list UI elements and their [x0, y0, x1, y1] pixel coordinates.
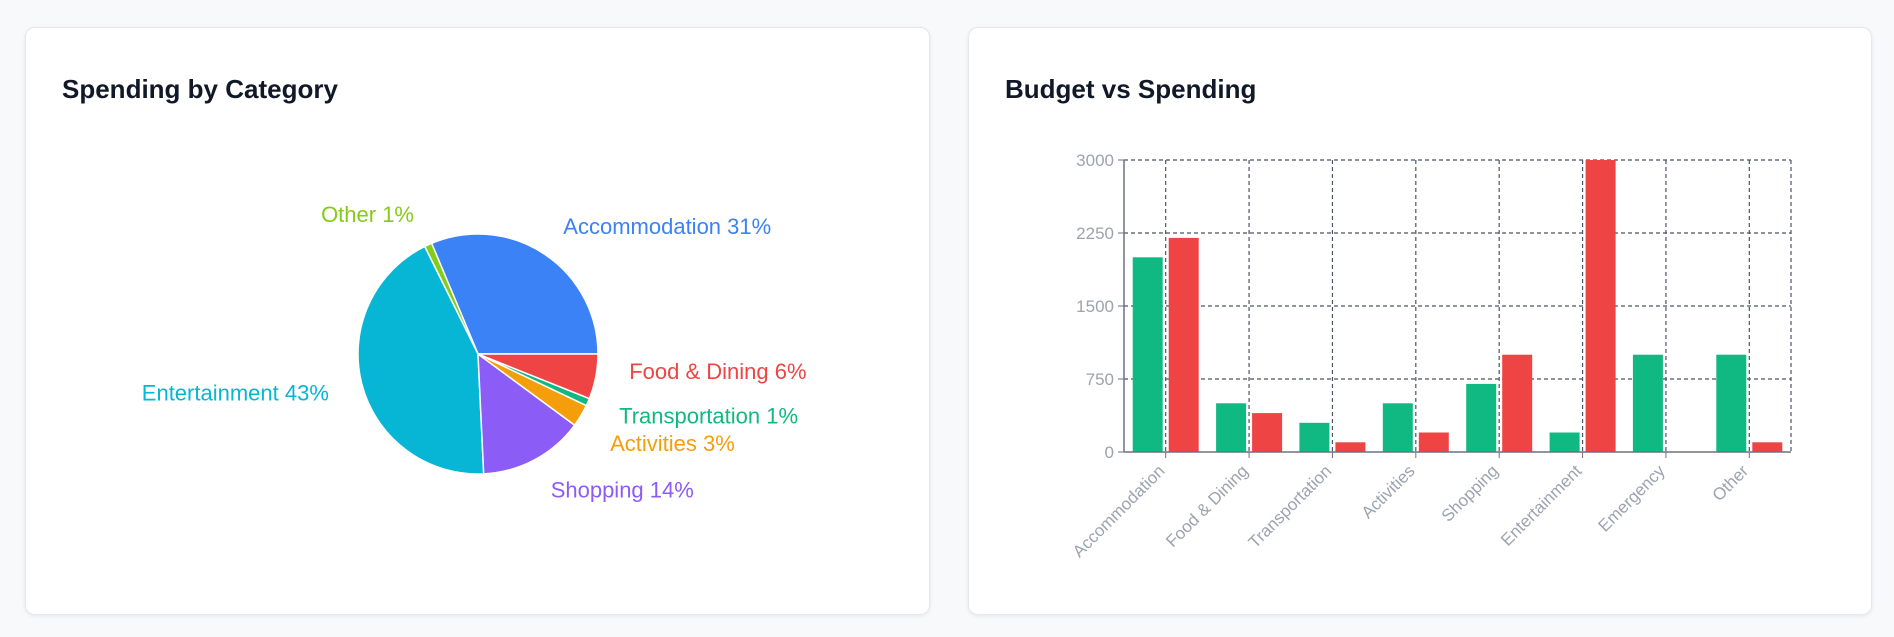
x-tick-label-food-and-dining: Food & Dining [1162, 461, 1252, 551]
y-tick-label: 750 [1086, 370, 1114, 389]
x-tick-label-accommodation: Accommodation [1069, 461, 1169, 561]
x-tick-label-emergency: Emergency [1595, 461, 1670, 536]
pie-label-activities: Activities 3% [610, 431, 735, 456]
y-tick-label: 1500 [1076, 297, 1114, 316]
pie-slice-shopping[interactable] [477, 352, 576, 475]
y-tick-label: 3000 [1076, 151, 1114, 170]
bar-spending-other[interactable] [1752, 442, 1783, 452]
x-tick-label-transportation: Transportation [1245, 461, 1335, 551]
pie-chart: Accommodation 31% Other 1% Entertainment 4… [142, 202, 807, 503]
bar-budget-entertainment[interactable] [1549, 432, 1580, 453]
pie-slice-entertainment[interactable] [357, 245, 485, 475]
bar-budget-accommodation[interactable] [1132, 257, 1163, 452]
pie-label-accommodation: Accommodation 31% [563, 214, 771, 239]
y-tick-label: 2250 [1076, 224, 1114, 243]
bar-spending-accommodation[interactable] [1168, 237, 1199, 452]
bar-spending-activities[interactable] [1418, 432, 1449, 453]
x-tick-label-entertainment: Entertainment [1497, 461, 1585, 549]
bar-budget-emergency[interactable] [1632, 354, 1663, 452]
y-tick-label: 0 [1105, 443, 1114, 462]
bar-budget-food-and-dining[interactable] [1216, 403, 1247, 452]
pie-label-food-and-dining: Food & Dining 6% [629, 359, 806, 384]
bar-budget-shopping[interactable] [1466, 383, 1497, 452]
pie-label-transportation: Transportation 1% [619, 404, 798, 429]
spending-by-category-card: Spending by Category Accommodation 31% Ot… [25, 27, 930, 615]
bar-budget-transportation[interactable] [1299, 422, 1330, 452]
bar-budget-other[interactable] [1716, 354, 1747, 452]
pie-chart-title: Spending by Category [62, 74, 338, 104]
pie-slice-food-and-dining[interactable] [477, 353, 599, 400]
x-tick-label-other: Other [1709, 461, 1753, 505]
bar-spending-transportation[interactable] [1335, 442, 1366, 452]
bar-budget-activities[interactable] [1382, 403, 1413, 452]
pie-label-entertainment: Entertainment 43% [142, 381, 329, 406]
x-tick-label-activities: Activities [1358, 461, 1419, 522]
budget-vs-spending-card: Budget vs Spending 0 750 1500 2250 3000 Accom… [968, 27, 1872, 615]
pie-slice-accommodation[interactable] [430, 233, 599, 355]
bar-spending-food-and-dining[interactable] [1252, 413, 1283, 452]
pie-label-shopping: Shopping 14% [551, 478, 694, 503]
pie-label-other: Other 1% [321, 202, 414, 227]
x-tick-label-shopping: Shopping [1438, 461, 1502, 525]
bar-chart-title: Budget vs Spending [1005, 74, 1257, 104]
bar-spending-shopping[interactable] [1502, 354, 1533, 452]
bar-spending-entertainment[interactable] [1585, 160, 1616, 452]
